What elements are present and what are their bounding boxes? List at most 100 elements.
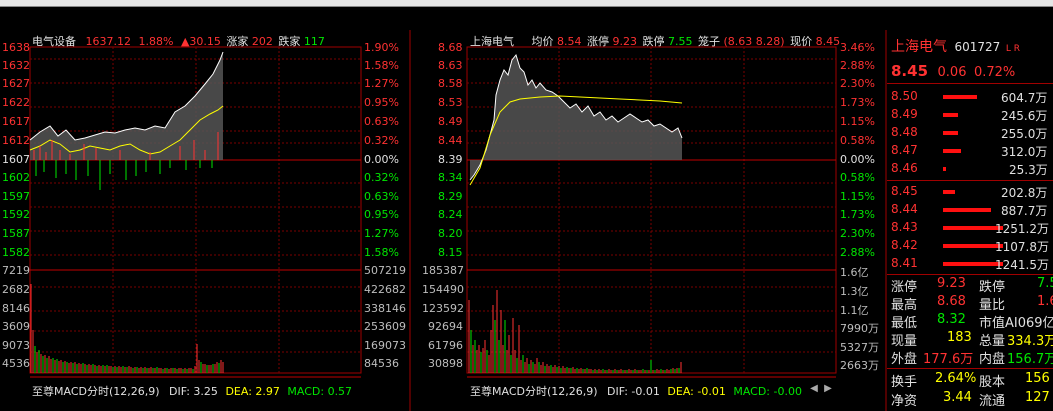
index-price-tick: 1617 — [2, 115, 30, 128]
stock-price-tick: 8.29 — [438, 190, 463, 203]
buy-order-bar — [943, 208, 991, 212]
stock-current: 8.45 — [815, 35, 841, 48]
sell-order-bar — [943, 131, 958, 135]
stat-label: 涨停 — [891, 280, 918, 295]
index-macd-value: MACD: 0.57 — [287, 385, 353, 398]
stock-avg: 8.54 — [557, 35, 582, 48]
stock-limit-down-label: 跌停 — [642, 35, 665, 48]
stock-price-tick: 8.58 — [438, 77, 463, 90]
index-chart-header: 电气设备 1637.12 1.88% ▲30.15 涨家 202 跌家 117 — [32, 33, 325, 49]
buy-order-row[interactable]: 8.45 202.8万 — [887, 183, 1053, 201]
sell-order-bar — [943, 149, 961, 153]
stock-pct-tick: 0.58% — [840, 134, 875, 147]
sell-order-row[interactable]: 8.48 255.0万 — [887, 124, 1053, 142]
index-pct-tick: 0.63% — [364, 190, 399, 203]
stock-current-label: 现价 — [790, 35, 813, 48]
index-macd-dea: DEA: 2.97 — [225, 385, 280, 398]
stock-vol-tick: 154490 — [422, 283, 464, 296]
stock-price-area — [470, 55, 682, 180]
stat-label: 股本 — [979, 375, 1006, 390]
index-price: 1637.12 — [85, 35, 132, 48]
stock-pct-tick: 2.88% — [840, 246, 875, 259]
stock-cage-label: 笼子 — [698, 35, 720, 48]
index-pct-tick: 0.63% — [364, 115, 399, 128]
index-vol-tick: 7219 — [2, 264, 30, 277]
index-pct-tick: 0.00% — [364, 153, 399, 166]
quote-stock-name: 上海电气 — [891, 39, 947, 55]
stat-value: 9.23 — [937, 276, 966, 291]
index-price-tick: 1638 — [2, 41, 30, 54]
index-pct: 1.88% — [138, 35, 174, 48]
stock-pct-tick: 1.73% — [840, 96, 875, 109]
sell-order-row[interactable]: 8.50 604.7万 — [887, 88, 1053, 106]
index-vol-tick-right: 507219 — [364, 264, 406, 277]
index-price-tick: 1592 — [2, 208, 30, 221]
stat-value: 7.5 — [1037, 276, 1053, 291]
stat-value: 177.6万 — [923, 352, 974, 367]
stat-label: 内盘 — [979, 352, 1006, 367]
stock-vol-tick: 30898 — [428, 357, 463, 370]
index-vol-tick: 2682 — [2, 283, 30, 296]
buy-order-row[interactable]: 8.42 1107.8万 — [887, 237, 1053, 255]
index-vol-tick-right: 338146 — [364, 302, 406, 315]
top-toolbar — [0, 0, 1053, 7]
sell-order-row[interactable]: 8.46 25.3万 — [887, 160, 1053, 178]
sell-order-volume: 312.0万 — [1001, 145, 1048, 159]
index-name: 电气设备 — [32, 35, 76, 48]
scroll-left-button[interactable]: ◀ — [810, 383, 818, 394]
index-up-count: 202 — [251, 35, 273, 48]
index-vol-tick: 9073 — [2, 339, 30, 352]
index-volume-bars — [30, 284, 224, 373]
index-pct-tick: 1.27% — [364, 77, 399, 90]
sell-order-row[interactable]: 8.49 245.6万 — [887, 106, 1053, 124]
quote-price-row: 8.45 0.06 0.72% — [891, 62, 1015, 80]
buy-order-row[interactable]: 8.43 1251.2万 — [887, 219, 1053, 237]
index-price-tick: 1612 — [2, 134, 30, 147]
stat-value: AI069亿 — [1005, 316, 1053, 331]
stock-macd-value: MACD: -0.00 — [733, 385, 802, 398]
index-vol-tick: 3609 — [2, 320, 30, 333]
stock-macd-header[interactable]: 至尊MACD分时(12,26,9) DIF: -0.01 DEA: -0.01 … — [470, 383, 802, 399]
stat-label: 量比 — [979, 298, 1006, 313]
quote-price: 8.45 — [891, 62, 929, 80]
stat-label: 换手 — [891, 375, 918, 390]
index-macd-label[interactable]: 至尊MACD分时(12,26,9) — [32, 385, 160, 398]
index-macd-header[interactable]: 至尊MACD分时(12,26,9) DIF: 3.25 DEA: 2.97 MA… — [32, 383, 352, 399]
stock-price-tick: 8.39 — [438, 153, 463, 166]
sell-order-price: 8.49 — [891, 107, 918, 121]
stat-value: 8.68 — [937, 294, 966, 309]
index-vol-tick-right: 253609 — [364, 320, 406, 333]
index-macd-dif: DIF: 3.25 — [169, 385, 218, 398]
index-vol-tick-right: 169073 — [364, 339, 406, 352]
quote-stock-flags: L R — [1005, 44, 1020, 54]
quote-change: 0.06 — [937, 65, 967, 80]
stats-row: 外盘 177.6万 内盘 156.7万 — [887, 348, 1053, 367]
index-vol-tick-right: 84536 — [364, 357, 399, 370]
buy-order-row[interactable]: 8.41 1241.5万 — [887, 255, 1053, 273]
stock-macd-dea: DEA: -0.01 — [667, 385, 726, 398]
index-pct-tick: 1.58% — [364, 59, 399, 72]
stock-pct-tick: 1.73% — [840, 208, 875, 221]
sell-order-volume: 255.0万 — [1001, 127, 1048, 141]
stock-limit-down: 7.55 — [668, 35, 693, 48]
sell-order-volume: 245.6万 — [1001, 109, 1048, 123]
buy-order-row[interactable]: 8.44 887.7万 — [887, 201, 1053, 219]
stock-vol-tick-right: 1.1亿 — [840, 304, 869, 317]
index-price-tick: 1627 — [2, 77, 30, 90]
stat-value: 334.3万 — [1007, 334, 1053, 349]
stock-pct-tick: 3.46% — [840, 41, 875, 54]
stats-row: 最高 8.68 量比 1.6 — [887, 294, 1053, 313]
index-avg-line — [29, 105, 224, 155]
stock-vol-tick-right: 1.3亿 — [840, 285, 869, 298]
buy-order-price: 8.43 — [891, 220, 918, 234]
scroll-right-button[interactable]: ▶ — [824, 383, 832, 394]
sell-order-row[interactable]: 8.47 312.0万 — [887, 142, 1053, 160]
stat-label: 市值 — [979, 316, 1006, 331]
stock-macd-label[interactable]: 至尊MACD分时(12,26,9) — [470, 385, 598, 398]
sell-order-volume: 604.7万 — [1001, 91, 1048, 105]
stock-cage: (8.63 8.28) — [723, 35, 785, 48]
buy-order-bar — [943, 244, 1003, 248]
buy-order-volume: 1241.5万 — [995, 258, 1049, 272]
index-price-area — [30, 52, 223, 160]
stock-pct-tick: 1.15% — [840, 190, 875, 203]
